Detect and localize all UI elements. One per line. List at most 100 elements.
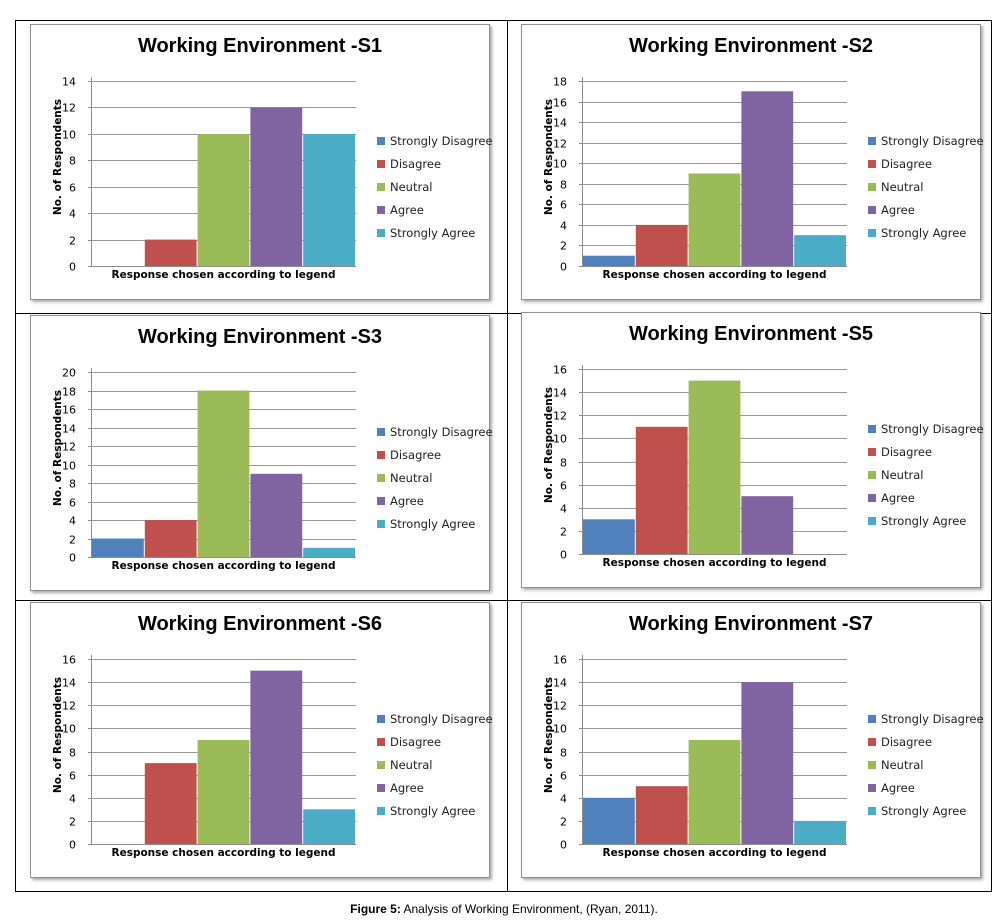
legend-label: Agree xyxy=(881,780,915,795)
y-tick-label: 2 xyxy=(69,816,76,829)
y-tick-label: 0 xyxy=(560,839,567,852)
legend-label: Strongly Agree xyxy=(881,225,967,240)
legend-item: Neutral xyxy=(868,753,984,776)
bar-strongly-disagree xyxy=(583,797,635,845)
y-tick-label: 12 xyxy=(62,441,76,454)
y-tick-label: 0 xyxy=(69,261,76,274)
bar-neutral xyxy=(197,133,250,266)
legend-label: Neutral xyxy=(881,179,924,194)
y-tick-label: 8 xyxy=(560,179,567,192)
legend-swatch xyxy=(377,159,385,168)
legend-item: Agree xyxy=(377,776,493,799)
bar-agree xyxy=(741,682,794,844)
caption-text: Analysis of Working Environment, (Ryan, … xyxy=(400,902,658,916)
legend-item: Strongly Agree xyxy=(377,512,493,535)
y-tick-label: 14 xyxy=(553,117,567,130)
legend-item: Strongly Disagree xyxy=(377,707,493,730)
chart-title: Working Environment -S1 xyxy=(137,35,383,57)
legend-label: Agree xyxy=(881,490,915,505)
legend-label: Neutral xyxy=(390,179,433,194)
y-tick-label: 20 xyxy=(62,367,76,380)
y-tick-label: 4 xyxy=(69,515,76,528)
figure-row-divider xyxy=(15,313,992,314)
legend-swatch xyxy=(377,496,385,505)
legend-item: Strongly Agree xyxy=(868,509,984,532)
bar-disagree xyxy=(144,239,197,266)
legend-swatch xyxy=(377,519,385,528)
y-tick-label: 6 xyxy=(69,182,76,195)
bar-agree xyxy=(741,496,794,554)
legend-swatch xyxy=(868,737,876,746)
legend-item: Disagree xyxy=(377,443,493,466)
legend-swatch xyxy=(868,493,876,502)
y-tick-label: 16 xyxy=(553,654,567,667)
bar-disagree xyxy=(144,763,197,844)
legend-swatch xyxy=(377,427,385,436)
legend-swatch xyxy=(868,424,876,433)
chart-legend: Strongly Disagree Disagree Neutral Agree Str… xyxy=(868,707,984,822)
legend-label: Strongly Agree xyxy=(881,803,967,818)
chart-plot: 0 2 4 6 8 10 12 14 16 18 xyxy=(553,76,847,274)
bar-disagree xyxy=(144,520,197,557)
legend-swatch xyxy=(868,205,876,214)
legend-item: Neutral xyxy=(377,753,493,776)
chart-title: Working Environment -S7 xyxy=(628,613,874,635)
legend-item: Strongly Agree xyxy=(868,221,984,244)
legend-swatch xyxy=(868,447,876,456)
y-tick-label: 0 xyxy=(560,549,567,562)
y-tick-label: 10 xyxy=(553,433,567,446)
legend-item: Neutral xyxy=(377,175,493,198)
bar-strongly-agree xyxy=(794,820,846,844)
y-tick-label: 2 xyxy=(560,526,567,539)
chart-legend: Strongly Disagree Disagree Neutral Agree Str… xyxy=(868,129,984,244)
figure-row-divider xyxy=(15,600,992,601)
y-tick-label: 4 xyxy=(69,208,76,221)
y-tick-label: 16 xyxy=(553,364,567,377)
y-tick-label: 10 xyxy=(62,723,76,736)
chart-title: Working Environment -S5 xyxy=(628,323,874,345)
y-tick-label: 14 xyxy=(553,387,567,400)
bar-disagree xyxy=(635,224,688,266)
y-tick-label: 2 xyxy=(560,240,567,253)
legend-label: Disagree xyxy=(881,156,933,171)
y-tick-label: 0 xyxy=(560,261,567,274)
legend-label: Strongly Agree xyxy=(390,516,476,531)
legend-label: Neutral xyxy=(390,470,433,485)
legend-label: Disagree xyxy=(881,734,933,749)
chart-title: Working Environment -S6 xyxy=(137,613,383,635)
legend-label: Neutral xyxy=(390,757,433,772)
chart-legend: Strongly Disagree Disagree Neutral Agree Str… xyxy=(377,707,493,822)
y-tick-label: 6 xyxy=(560,199,567,212)
chart-title: Working Environment -S2 xyxy=(628,35,874,57)
chart-plot: 0 2 4 6 8 10 12 14 16 xyxy=(553,654,847,852)
chart-plot: 0 2 4 6 8 10 12 14 xyxy=(62,76,356,274)
legend-label: Agree xyxy=(390,493,424,508)
x-axis-label: Response chosen according to legend xyxy=(602,269,827,281)
y-tick-label: 12 xyxy=(553,410,567,423)
legend-label: Neutral xyxy=(881,757,924,772)
bar-strongly-disagree xyxy=(583,255,635,266)
y-tick-label: 4 xyxy=(69,793,76,806)
y-tick-label: 12 xyxy=(553,138,567,151)
y-tick-label: 10 xyxy=(553,723,567,736)
y-tick-label: 14 xyxy=(553,677,567,690)
legend-swatch xyxy=(377,205,385,214)
legend-swatch xyxy=(377,473,385,482)
legend-swatch xyxy=(377,760,385,769)
y-tick-label: 2 xyxy=(560,816,567,829)
legend-item: Neutral xyxy=(868,175,984,198)
legend-item: Agree xyxy=(868,776,984,799)
chart-plot: 0 2 4 6 8 10 12 14 16 xyxy=(62,654,356,852)
chart-plot: 0 2 4 6 8 10 12 14 16 xyxy=(553,364,847,562)
legend-label: Strongly Agree xyxy=(390,803,476,818)
x-axis-label: Response chosen according to legend xyxy=(111,560,336,572)
y-tick-label: 8 xyxy=(560,457,567,470)
bar-strongly-disagree xyxy=(583,519,635,554)
legend-item: Strongly Agree xyxy=(868,799,984,822)
y-tick-label: 18 xyxy=(62,386,76,399)
y-tick-label: 0 xyxy=(69,839,76,852)
legend-label: Neutral xyxy=(881,467,924,482)
legend-label: Strongly Disagree xyxy=(390,711,493,726)
y-tick-label: 14 xyxy=(62,677,76,690)
legend-item: Strongly Agree xyxy=(377,799,493,822)
